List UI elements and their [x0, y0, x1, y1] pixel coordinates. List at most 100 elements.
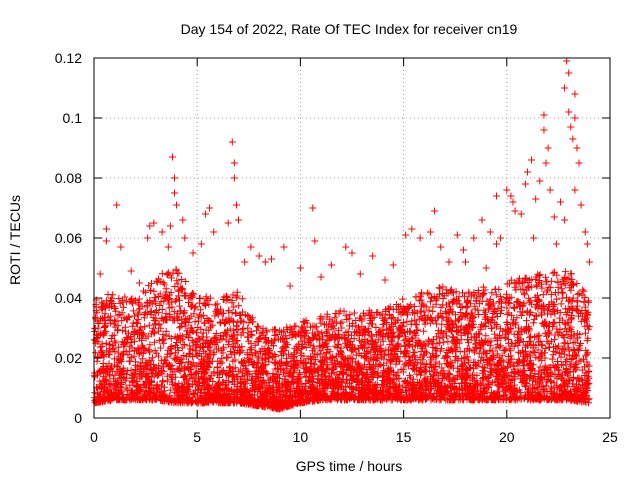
data-point — [565, 69, 573, 77]
data-points — [90, 57, 593, 413]
data-point — [286, 282, 294, 290]
y-tick-label: 0.1 — [63, 110, 83, 126]
x-tick-label: 5 — [193, 429, 201, 445]
y-tick-label: 0 — [74, 410, 82, 426]
data-point — [565, 108, 573, 116]
data-point — [459, 246, 467, 254]
data-point — [356, 270, 364, 278]
data-point — [571, 114, 579, 122]
data-point — [552, 240, 560, 248]
y-tick-label: 0.04 — [55, 290, 82, 306]
data-point — [206, 204, 214, 212]
y-tick-label: 0.06 — [55, 230, 82, 246]
data-point — [530, 234, 538, 242]
data-point — [540, 126, 548, 134]
data-point — [247, 243, 255, 251]
data-point-cluster — [92, 269, 591, 411]
data-point — [571, 186, 579, 194]
data-point — [210, 228, 218, 236]
data-point — [546, 186, 554, 194]
tick-labels: 0 0.02 0.04 0.06 0.08 0.1 0.12 0 5 10 15 20 25 — [55, 50, 618, 445]
data-point — [416, 234, 424, 242]
data-point — [575, 159, 583, 167]
y-tick-label: 0.02 — [55, 350, 82, 366]
data-point — [255, 252, 263, 260]
data-point — [431, 207, 439, 215]
data-point — [197, 240, 205, 248]
data-point — [296, 264, 304, 272]
data-point — [523, 168, 531, 176]
data-point — [486, 228, 494, 236]
data-point — [521, 180, 529, 188]
data-point — [517, 210, 525, 218]
data-point — [228, 138, 236, 146]
data-point — [102, 237, 110, 245]
data-point — [166, 222, 174, 230]
data-point — [462, 258, 470, 266]
data-point — [544, 144, 552, 152]
data-point — [561, 216, 569, 224]
data-point — [158, 228, 166, 236]
data-point — [497, 234, 505, 242]
data-point — [168, 153, 176, 161]
data-point — [453, 231, 461, 239]
data-point — [144, 234, 152, 242]
data-point — [470, 234, 478, 242]
data-point — [389, 261, 397, 269]
data-point — [280, 243, 288, 251]
data-point — [408, 225, 416, 233]
axis-ticks — [93, 57, 611, 419]
data-point — [241, 258, 249, 266]
data-point — [585, 258, 593, 266]
data-point — [492, 240, 500, 248]
data-point — [189, 249, 197, 257]
data-point — [509, 198, 517, 206]
data-point — [426, 228, 434, 236]
data-point — [170, 189, 178, 197]
data-point — [563, 57, 571, 65]
data-point — [542, 159, 550, 167]
data-point — [150, 219, 158, 227]
y-tick-label: 0.08 — [55, 170, 82, 186]
data-point — [536, 177, 544, 185]
data-point — [127, 267, 135, 275]
data-point — [113, 201, 121, 209]
data-point — [234, 216, 242, 224]
data-point — [402, 231, 410, 239]
data-point — [230, 174, 238, 182]
data-point — [478, 216, 486, 224]
data-point — [528, 156, 536, 164]
data-point — [540, 111, 548, 119]
data-point — [550, 213, 558, 221]
data-point — [179, 216, 187, 224]
data-point-cluster — [94, 269, 591, 412]
data-point — [348, 249, 356, 257]
data-point — [437, 243, 445, 251]
data-point — [201, 210, 209, 218]
x-tick-label: 0 — [90, 429, 98, 445]
x-axis-label: GPS time / hours — [296, 458, 403, 474]
data-point — [164, 243, 172, 251]
x-tick-label: 10 — [293, 429, 309, 445]
data-point — [511, 207, 519, 215]
data-point — [583, 240, 591, 248]
data-point — [117, 243, 125, 251]
data-point — [170, 174, 178, 182]
data-point — [96, 270, 104, 278]
data-point — [342, 243, 350, 251]
data-point — [503, 186, 511, 194]
y-tick-label: 0.12 — [55, 50, 82, 66]
data-point — [311, 237, 319, 245]
data-point — [492, 192, 500, 200]
data-point — [482, 264, 490, 272]
data-point — [577, 201, 585, 209]
data-point — [224, 219, 232, 227]
y-axis-label: ROTI / TECUs — [7, 195, 23, 285]
data-point — [561, 84, 569, 92]
data-point — [317, 273, 325, 281]
data-point — [445, 258, 453, 266]
data-point — [261, 258, 269, 266]
data-point — [573, 144, 581, 152]
